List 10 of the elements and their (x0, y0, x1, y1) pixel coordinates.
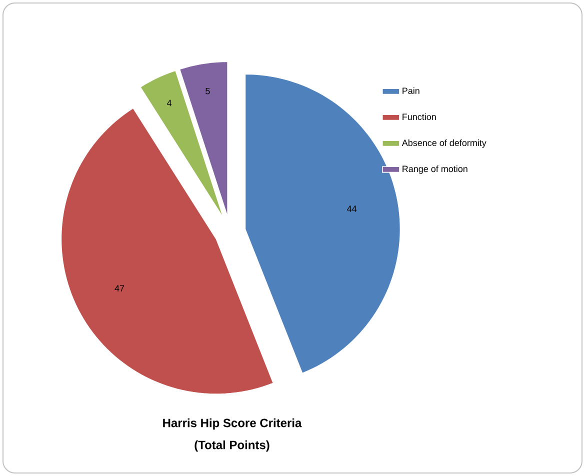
text: Harris Hip Score Criteria (163, 418, 302, 430)
data-label: 47 (114, 285, 124, 292)
data-label: 44 (347, 206, 357, 212)
text: (Total Points) (194, 440, 270, 452)
legend-label: Absence of deformity (402, 139, 486, 148)
legend-label: Pain (402, 87, 420, 94)
data-label: 4 (166, 100, 172, 106)
legend-label: Function (402, 113, 436, 120)
legend-label: Range of motion (402, 165, 468, 174)
data-label: 5 (206, 88, 210, 94)
